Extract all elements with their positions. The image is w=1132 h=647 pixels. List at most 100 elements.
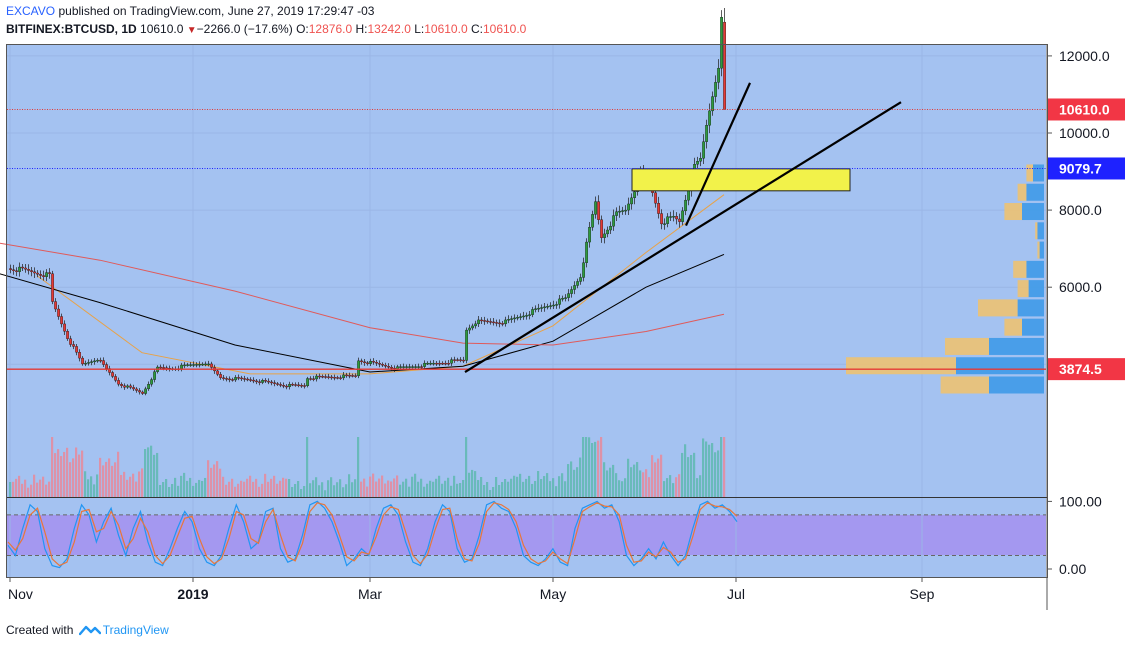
volume-bar — [393, 478, 396, 497]
volume-bar — [318, 485, 321, 497]
time-tick-label: Sep — [910, 586, 935, 602]
volume-bar — [168, 487, 171, 497]
volume-bar — [687, 457, 690, 497]
tradingview-brand[interactable]: TradingView — [102, 622, 169, 637]
volume-bar — [621, 481, 624, 497]
volume-bar — [207, 460, 210, 497]
time-tick-label: 2019 — [177, 586, 208, 602]
candle-body — [288, 383, 291, 388]
volume-bar — [102, 465, 105, 497]
candle-body — [534, 308, 537, 310]
candle-body — [573, 285, 576, 290]
volume-bar — [546, 473, 549, 497]
candle-body — [615, 211, 618, 216]
candle-body — [549, 305, 552, 307]
volume-bar — [27, 487, 30, 497]
candle-body — [528, 314, 531, 316]
volume-profile-sell — [1013, 260, 1027, 278]
volume-bar — [402, 481, 405, 497]
volume-bar — [489, 490, 492, 497]
candle-body — [399, 366, 402, 368]
candle-body — [609, 225, 612, 231]
volume-bar — [120, 474, 123, 497]
candle-body — [183, 364, 186, 367]
candle-body — [333, 377, 336, 379]
candle-body — [24, 267, 27, 270]
author-link[interactable]: EXCAVO — [6, 4, 56, 18]
price-tick-label: 8000.0 — [1059, 202, 1102, 218]
volume-bar — [486, 482, 489, 497]
candle-body — [60, 316, 63, 325]
candle-body — [402, 366, 405, 368]
moving-average-line — [36, 194, 725, 375]
time-tick-label: Nov — [8, 586, 33, 602]
volume-bar — [513, 475, 516, 497]
candle-body — [681, 210, 684, 222]
volume-bar — [75, 447, 78, 497]
volume-bar — [699, 475, 702, 497]
candle-body — [63, 323, 66, 332]
candle-body — [489, 321, 492, 323]
time-tick-label: Mar — [358, 586, 382, 602]
volume-bar — [357, 437, 360, 497]
candle-body — [237, 377, 240, 379]
volume-bar — [444, 480, 447, 497]
volume-bar — [711, 443, 714, 497]
volume-bar — [492, 487, 495, 497]
volume-bar — [174, 477, 177, 497]
volume-bar — [417, 481, 420, 497]
candle-body — [189, 364, 192, 366]
candle-body — [111, 372, 114, 377]
price-tick-label: 12000.0 — [1059, 48, 1110, 64]
volume-bar — [234, 486, 237, 497]
candle-body — [708, 110, 711, 126]
candle-body — [570, 289, 573, 294]
volume-bar — [399, 484, 402, 497]
candle-body — [261, 380, 264, 383]
volume-bar — [447, 477, 450, 497]
trendline-steep — [684, 82, 752, 226]
candle-body — [432, 362, 435, 365]
candle-body — [597, 201, 600, 220]
volume-bar — [267, 481, 270, 497]
candle-body — [624, 209, 627, 212]
candle-body — [345, 374, 348, 377]
volume-bar — [702, 438, 705, 497]
candle-body — [666, 216, 669, 224]
volume-bar — [708, 444, 711, 497]
candle-body — [354, 375, 357, 377]
candle-body — [84, 362, 87, 365]
candle-body — [36, 272, 39, 275]
volume-bar — [360, 481, 363, 497]
candle-body — [282, 385, 285, 387]
volume-bar — [180, 475, 183, 497]
candle-body — [507, 319, 510, 321]
volume-bar — [693, 452, 696, 497]
candle-body — [501, 323, 504, 325]
volume-bar — [648, 477, 651, 497]
candle-body — [93, 360, 96, 363]
volume-bar — [282, 477, 285, 497]
candle-body — [192, 364, 195, 366]
volume-bar — [543, 476, 546, 497]
candle-body — [657, 203, 660, 214]
candle-body — [198, 364, 201, 366]
candle-body — [207, 363, 210, 366]
close-label: C: — [470, 22, 483, 36]
candle-body — [561, 298, 564, 300]
volume-bar — [192, 485, 195, 497]
candle-body — [81, 357, 84, 365]
candle-body — [675, 216, 678, 220]
candle-body — [51, 273, 54, 302]
volume-bar — [345, 484, 348, 497]
candle-body — [162, 367, 165, 369]
volume-profile-buy — [1022, 318, 1044, 336]
candle-body — [513, 317, 516, 320]
volume-bar — [195, 482, 198, 497]
candle-body — [519, 316, 522, 318]
candle-body — [441, 362, 444, 365]
volume-bar — [228, 481, 231, 497]
candle-body — [591, 214, 594, 228]
volume-bar — [528, 475, 531, 497]
